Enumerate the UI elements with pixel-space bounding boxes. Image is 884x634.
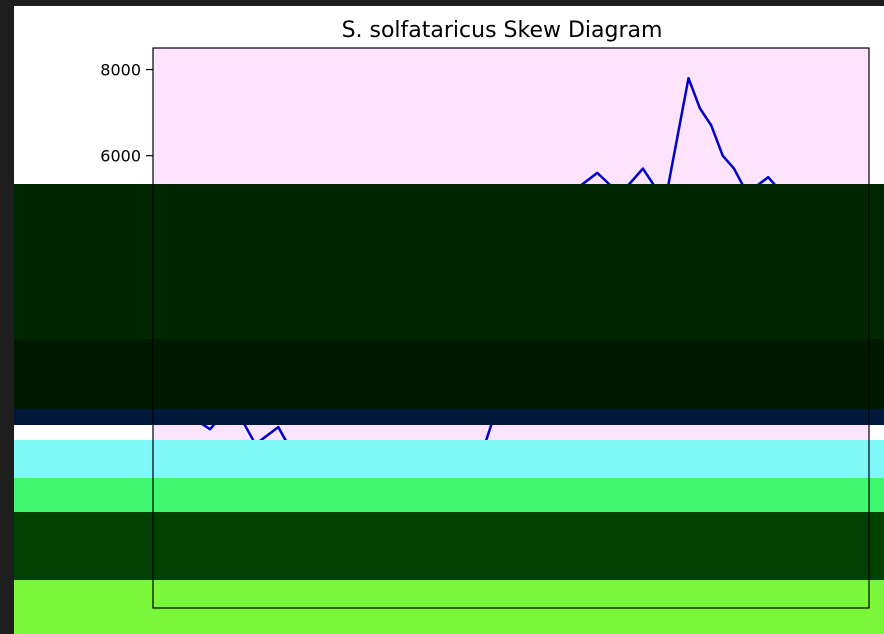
corruption-bands bbox=[14, 184, 884, 634]
glitch-band-dark-lower bbox=[14, 339, 884, 409]
glitch-band-lime bbox=[14, 580, 884, 634]
chart-title: S. solfataricus Skew Diagram bbox=[342, 18, 663, 43]
y-tick-label: 6000 bbox=[100, 147, 141, 166]
axes-frame bbox=[152, 47, 870, 609]
glitch-band-green bbox=[14, 478, 884, 512]
glitch-band-darkgreen bbox=[14, 512, 884, 580]
y-axis: 6000 8000 bbox=[100, 61, 153, 166]
glitch-band-stripe bbox=[14, 409, 884, 425]
glitch-band-cyan bbox=[14, 440, 884, 478]
y-tick-label: 8000 bbox=[100, 61, 141, 80]
glitch-band-dark bbox=[14, 184, 884, 339]
